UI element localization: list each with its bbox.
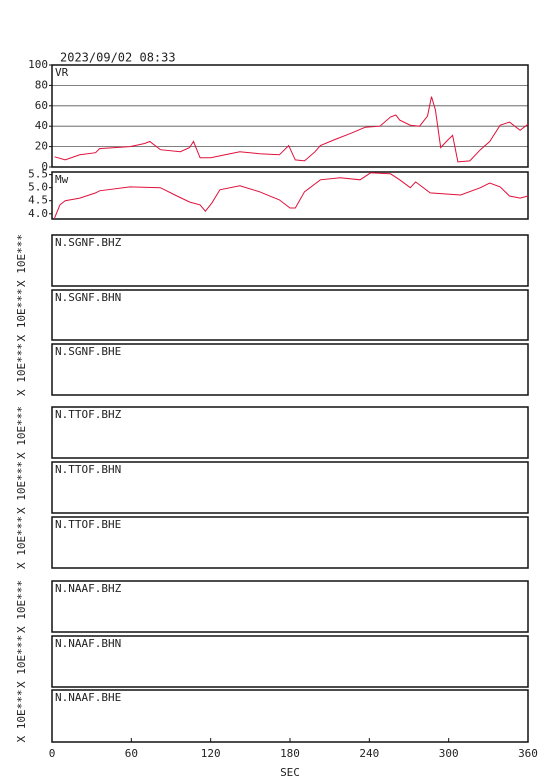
y-tick-label: 20 [35, 140, 48, 153]
trace-frame [51, 289, 529, 341]
trace-frame [51, 234, 529, 287]
data-line [54, 96, 529, 163]
y-axis-label: Mw [55, 173, 69, 186]
trace-y-label: X 10E*** [15, 289, 28, 342]
trace-frame [51, 406, 529, 459]
trace-frame [51, 461, 529, 514]
trace-label: N.NAAF.BHZ [55, 582, 122, 595]
x-tick-label: 120 [201, 747, 221, 760]
trace-y-label: X 10E*** [15, 343, 28, 396]
y-tick-label: 4.0 [28, 207, 48, 220]
trace-y-label: X 10E*** [15, 461, 28, 514]
trace-label: N.TTOF.BHN [55, 463, 121, 476]
trace-y-label: X 10E*** [15, 690, 28, 743]
y-tick-label: 60 [35, 99, 48, 112]
x-tick-label: 0 [49, 747, 56, 760]
panel-frame [51, 171, 529, 220]
y-tick-label: 100 [28, 58, 48, 71]
y-tick-label: 0 [41, 160, 48, 173]
trace-y-label: X 10E*** [15, 406, 28, 459]
y-tick-label: 40 [35, 119, 48, 132]
y-tick-label: 5.5 [28, 168, 48, 181]
trace-y-label: X 10E*** [15, 635, 28, 688]
trace-label: N.TTOF.BHE [55, 518, 121, 531]
trace-y-label: X 10E*** [15, 580, 28, 633]
x-tick-label: 60 [125, 747, 138, 760]
trace-label: N.SGNF.BHE [55, 345, 121, 358]
data-line [54, 172, 529, 219]
trace-label: N.NAAF.BHE [55, 691, 121, 704]
trace-frame [51, 516, 529, 569]
y-tick-label: 4.5 [28, 194, 48, 207]
x-tick-label: 180 [280, 747, 300, 760]
trace-frame [51, 689, 529, 743]
trace-y-label: X 10E*** [15, 234, 28, 287]
y-tick-label: 80 [35, 78, 48, 91]
trace-frame [51, 343, 529, 396]
x-tick-label: 300 [439, 747, 459, 760]
x-tick-label: 360 [518, 747, 538, 760]
trace-label: N.NAAF.BHN [55, 637, 121, 650]
trace-label: N.SGNF.BHZ [55, 236, 122, 249]
trace-frame [51, 635, 529, 688]
trace-y-label: X 10E*** [15, 516, 28, 569]
panel-frame [51, 64, 529, 168]
y-tick-label: 5.0 [28, 181, 48, 194]
x-tick-label: 240 [359, 747, 379, 760]
x-axis-label: SEC [280, 766, 300, 779]
trace-label: N.SGNF.BHN [55, 291, 121, 304]
y-axis-label: VR [55, 66, 69, 79]
chart-title: 2023/09/02 08:33 [60, 51, 176, 65]
trace-frame [51, 580, 529, 633]
trace-label: N.TTOF.BHZ [55, 408, 122, 421]
